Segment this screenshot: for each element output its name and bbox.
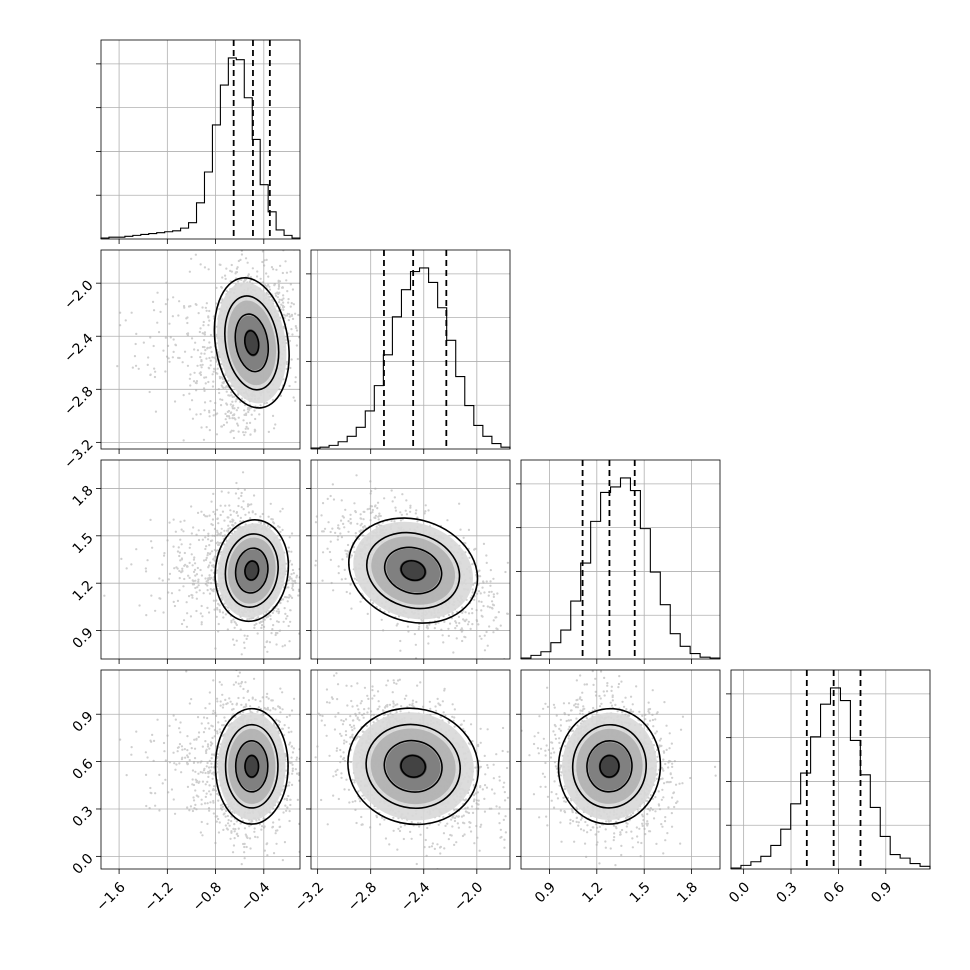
- x-tick-label: −1.2: [142, 879, 177, 914]
- panel-frame: [310, 669, 511, 870]
- y-tick-label: 0.9: [70, 625, 97, 652]
- y-tick-label: −2.0: [61, 278, 96, 313]
- panel-content: [311, 460, 510, 659]
- contour: [586, 740, 633, 793]
- x-tick-label: −2.4: [398, 879, 433, 914]
- contour: [234, 740, 269, 793]
- y-tick-label: 0.6: [70, 756, 97, 783]
- x-tick-label: 0.9: [532, 879, 559, 906]
- scatter-panel-2-1: [310, 459, 511, 660]
- panel-frame: [520, 459, 721, 660]
- density-level: [244, 754, 260, 779]
- panel-content: [101, 250, 300, 449]
- density-level: [244, 559, 260, 582]
- contour: [214, 707, 289, 825]
- panel-content: [311, 670, 510, 869]
- contour: [557, 707, 662, 825]
- contour: [365, 531, 461, 610]
- contour: [213, 277, 290, 409]
- contour: [400, 754, 427, 778]
- panel-frame: [310, 249, 511, 450]
- hist-panel-2: [516, 459, 721, 660]
- hist-panel-1: [306, 249, 511, 450]
- contour: [365, 723, 461, 810]
- y-tick-label: 0.3: [70, 803, 97, 830]
- x-tick-label: 0.3: [774, 879, 801, 906]
- y-tick-label: 1.5: [70, 530, 97, 557]
- panel-frame: [100, 39, 301, 240]
- y-tick-label: 1.8: [70, 483, 97, 510]
- y-tick-label: 0.0: [70, 851, 97, 878]
- y-tick-label: −2.8: [61, 384, 96, 419]
- scatter-panel-2-0: [100, 459, 301, 660]
- contour: [347, 707, 480, 826]
- x-tick-label: 1.8: [674, 879, 701, 906]
- contour: [244, 560, 260, 581]
- panel-content: [101, 670, 300, 869]
- panel-content: [101, 460, 300, 659]
- scatter-panel-3-2: [520, 669, 721, 870]
- y-tick-label: 0.9: [70, 709, 97, 736]
- scatter-panel-1-0: [100, 249, 301, 450]
- contour: [234, 313, 270, 373]
- panel-frame: [100, 459, 301, 660]
- x-tick-label: −2.8: [345, 879, 380, 914]
- contour: [383, 546, 443, 595]
- contour: [224, 295, 280, 391]
- panel-frame: [730, 669, 931, 870]
- x-tick-label: 0.6: [821, 879, 848, 906]
- scatter-points: [119, 670, 300, 866]
- contour: [224, 533, 279, 608]
- contour: [224, 723, 279, 809]
- x-tick-label: −2.0: [451, 879, 486, 914]
- x-tick-label: −3.2: [292, 879, 327, 914]
- x-tick-label: 1.2: [579, 879, 606, 906]
- hist-step: [100, 57, 301, 239]
- contour: [244, 329, 260, 356]
- contour: [400, 559, 426, 582]
- contour: [234, 547, 269, 594]
- density-level: [399, 559, 427, 582]
- panel-frame: [520, 669, 721, 870]
- y-tick-label: 1.2: [70, 578, 97, 605]
- hist-step: [310, 267, 511, 449]
- contour: [383, 739, 443, 793]
- hist-panel-0: [96, 39, 301, 240]
- density-level: [598, 754, 621, 779]
- x-tick-label: 0.0: [726, 879, 753, 906]
- x-tick-label: −0.4: [238, 879, 273, 914]
- y-tick-label: −3.2: [61, 437, 96, 472]
- panel-frame: [310, 459, 511, 660]
- scatter-panel-3-1: [310, 669, 511, 870]
- contour: [348, 517, 479, 624]
- scatter-panel-3-0: [100, 669, 301, 870]
- x-tick-label: 0.9: [868, 879, 895, 906]
- density-level: [243, 329, 260, 357]
- contour: [244, 754, 260, 778]
- hist-step: [520, 477, 721, 659]
- scatter-points: [103, 471, 300, 659]
- contour: [214, 519, 290, 623]
- hist-panel-3: [726, 669, 931, 870]
- hist-step: [730, 687, 931, 869]
- panel-frame: [100, 249, 301, 450]
- panel-frame: [100, 669, 301, 870]
- contour: [571, 723, 647, 809]
- x-tick-label: −1.6: [93, 879, 128, 914]
- contour: [599, 754, 620, 778]
- x-tick-label: −0.8: [190, 879, 225, 914]
- density-level: [399, 754, 427, 779]
- y-tick-label: −2.4: [61, 331, 96, 366]
- x-tick-label: 1.5: [627, 879, 654, 906]
- panel-content: [521, 670, 720, 869]
